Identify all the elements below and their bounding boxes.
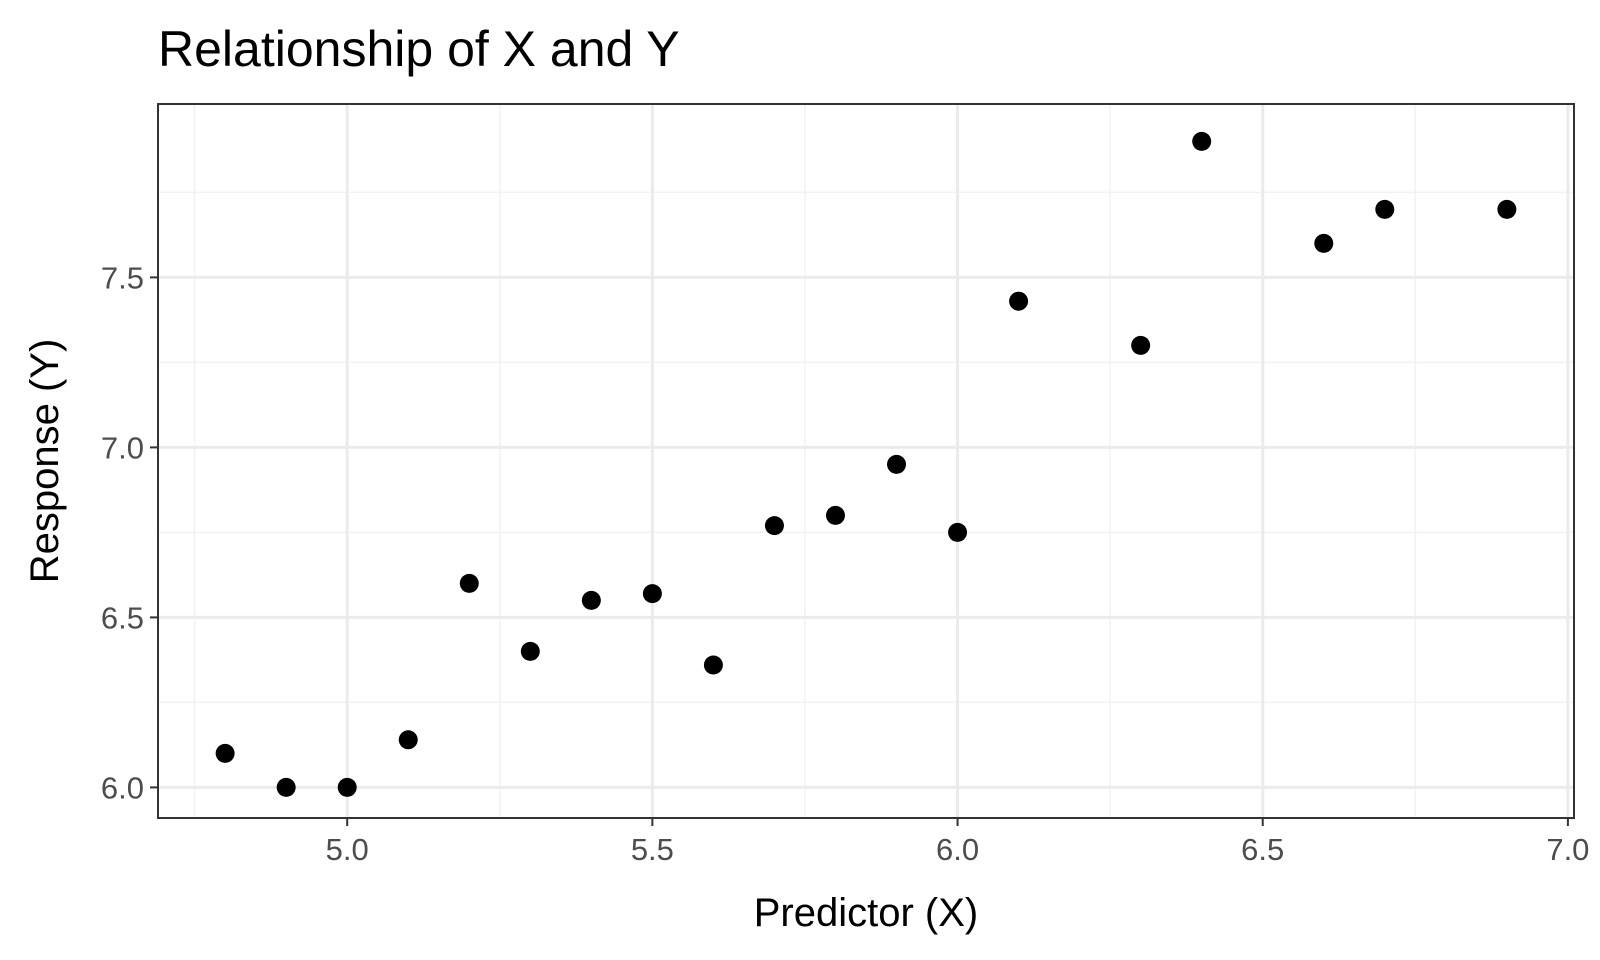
y-tick-label-0: 6.0 xyxy=(101,770,144,805)
y-tick-label-1: 6.5 xyxy=(101,600,144,635)
data-point-3 xyxy=(398,730,418,750)
data-points xyxy=(215,131,1517,797)
data-point-8 xyxy=(703,655,723,675)
y-tick-label-2: 7.0 xyxy=(101,430,144,465)
chart-title: Relationship of X and Y xyxy=(158,21,680,77)
data-point-15 xyxy=(1192,131,1212,151)
y-axis-label: Response (Y) xyxy=(23,339,67,584)
data-point-12 xyxy=(948,522,968,542)
data-point-4 xyxy=(459,573,479,593)
data-point-18 xyxy=(1497,199,1517,219)
x-tick-label-0: 5.0 xyxy=(326,832,369,867)
data-point-16 xyxy=(1314,233,1334,253)
data-point-13 xyxy=(1009,291,1029,311)
data-point-9 xyxy=(764,516,784,536)
data-point-17 xyxy=(1375,199,1395,219)
x-axis-label: Predictor (X) xyxy=(754,891,979,935)
data-point-1 xyxy=(276,777,296,797)
x-tick-label-3: 6.5 xyxy=(1241,832,1284,867)
data-point-2 xyxy=(337,777,357,797)
data-point-11 xyxy=(887,454,907,474)
minor-gridlines xyxy=(158,104,1574,818)
data-point-6 xyxy=(581,590,601,610)
data-point-0 xyxy=(215,743,235,763)
x-tick-label-1: 5.5 xyxy=(631,832,674,867)
major-gridlines xyxy=(158,104,1574,818)
data-point-14 xyxy=(1131,335,1151,355)
x-axis: 5.0 5.5 6.0 6.5 7.0 xyxy=(326,818,1589,867)
plot-panel-border xyxy=(157,103,1575,819)
data-point-7 xyxy=(642,584,662,604)
y-tick-label-3: 7.5 xyxy=(101,260,144,295)
x-tick-label-4: 7.0 xyxy=(1546,832,1589,867)
data-point-5 xyxy=(520,641,540,661)
x-tick-label-2: 6.0 xyxy=(936,832,979,867)
data-point-10 xyxy=(825,505,845,525)
y-axis: 6.0 6.5 7.0 7.5 xyxy=(101,260,158,805)
